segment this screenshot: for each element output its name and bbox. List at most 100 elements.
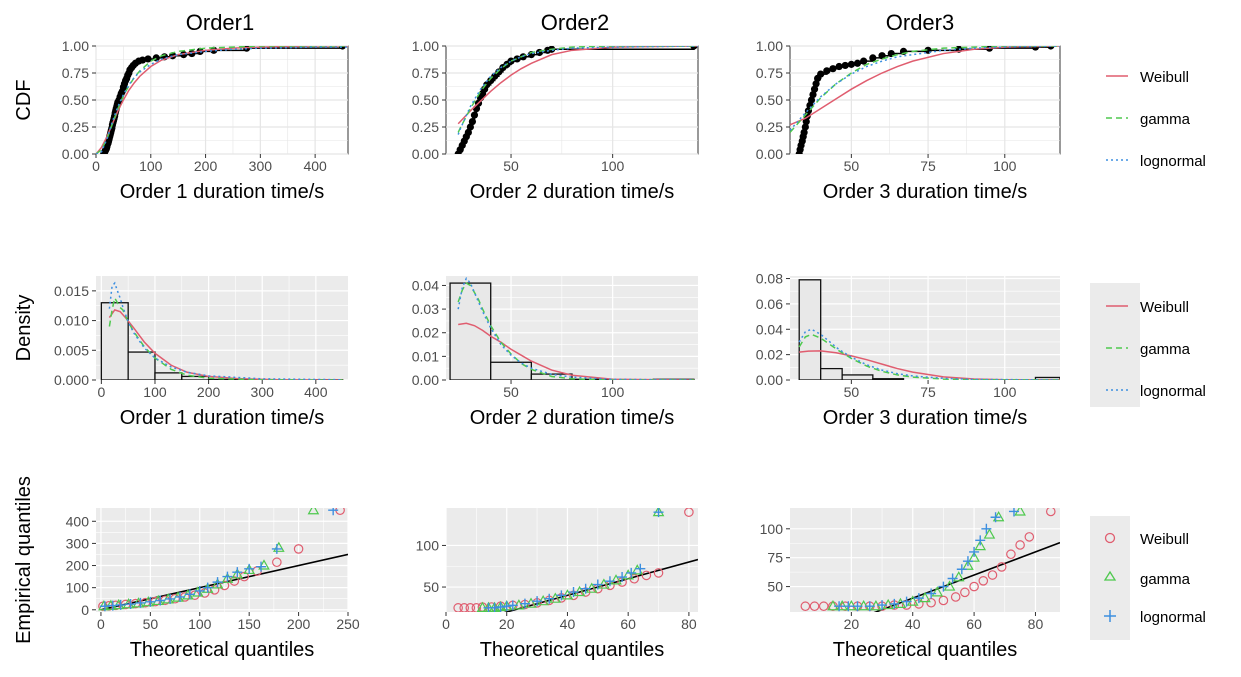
x-axis-label: Order 1 duration time/s xyxy=(120,407,325,429)
qq-point-lognormal xyxy=(495,602,506,612)
qq-point-lognormal xyxy=(580,583,591,594)
plot-area xyxy=(454,46,698,154)
empirical-cdf-point xyxy=(878,52,886,60)
y-tick-label: 50 xyxy=(767,579,783,595)
qq-point-lognormal xyxy=(834,601,845,612)
x-tick-label: 60 xyxy=(620,616,636,632)
histogram-bar xyxy=(490,361,533,380)
empirical-cdf-point xyxy=(801,123,809,131)
x-tick-label: 40 xyxy=(560,616,576,632)
qq-point-lognormal xyxy=(913,593,924,604)
qq-point-weibull xyxy=(800,601,811,612)
qq-point-weibull xyxy=(453,603,463,612)
qq-point-weibull xyxy=(969,581,979,592)
y-axis-label: Empirical quantiles xyxy=(13,476,35,644)
y-tick-label: 0.75 xyxy=(756,65,783,81)
qq-point-lognormal xyxy=(328,508,339,516)
qq-point-gamma xyxy=(549,592,562,603)
qq-point-lognormal xyxy=(617,572,628,583)
x-tick-label: 75 xyxy=(920,384,936,400)
legend-label-weibull: Weibull xyxy=(1140,69,1189,86)
qq-point-gamma xyxy=(221,572,234,583)
qq-point-lognormal xyxy=(501,601,512,612)
plot-area xyxy=(798,279,1060,380)
qq-point-weibull xyxy=(459,603,470,612)
x-axis-label: Order 2 duration time/s xyxy=(470,407,675,429)
qq-point-weibull xyxy=(653,568,664,578)
empirical-cdf-point xyxy=(810,85,819,93)
x-axis-label: Order 3 duration time/s xyxy=(823,407,1028,429)
qq-point-gamma xyxy=(827,600,839,611)
empirical-cdf-point xyxy=(829,65,837,73)
fit-line-weibull xyxy=(790,46,1060,126)
qq-point-weibull xyxy=(978,575,989,586)
qq-point-gamma xyxy=(231,568,244,579)
x-axis-label: Order 2 duration time/s xyxy=(470,181,675,203)
qq-point-lognormal xyxy=(626,567,637,578)
qq-point-weibull xyxy=(926,597,936,608)
fit-line-lognormal xyxy=(798,328,1060,380)
empirical-cdf-point xyxy=(466,123,474,131)
qq-point-weibull xyxy=(229,576,240,586)
qq-point-weibull xyxy=(938,595,949,606)
qq-point-gamma xyxy=(952,571,965,582)
empirical-cdf-point xyxy=(835,62,843,71)
qq-point-gamma xyxy=(476,601,489,612)
empirical-cdf-point xyxy=(853,59,862,67)
legend-label-lognormal: lognormal xyxy=(1140,609,1206,626)
y-tick-label: 0.00 xyxy=(62,146,89,162)
qq-point-lognormal xyxy=(852,601,863,612)
fit-line-weibull xyxy=(799,350,1060,380)
qq-point-weibull xyxy=(1006,549,1016,560)
chart-panel-qq-2: 0 20 40 60 80 50 100 Theoretical quantiles xyxy=(416,508,698,661)
y-tick-label: 0.25 xyxy=(412,119,439,135)
qq-point-weibull xyxy=(465,603,476,612)
empirical-cdf-point xyxy=(817,70,825,78)
x-tick-label: 400 xyxy=(304,384,328,400)
empirical-cdf-point xyxy=(138,56,147,64)
y-tick-label: 0 xyxy=(81,602,89,618)
y-tick-label: 0.00 xyxy=(412,146,439,162)
histogram-bar xyxy=(820,367,843,380)
qq-point-weibull xyxy=(1045,508,1056,517)
plot-area xyxy=(449,276,695,380)
y-tick-label: 0.25 xyxy=(62,119,89,135)
legend-label-lognormal: lognormal xyxy=(1140,383,1206,400)
qq-point-weibull xyxy=(960,587,970,598)
legend-label-gamma: gamma xyxy=(1140,111,1191,128)
y-tick-label: 0.00 xyxy=(756,146,783,162)
x-axis-label: Order 3 duration time/s xyxy=(823,181,1028,203)
fit-line-gamma xyxy=(798,333,1060,380)
qq-point-lognormal xyxy=(544,593,555,604)
y-tick-label: 0.02 xyxy=(756,347,783,363)
qq-point-lognormal xyxy=(222,571,233,582)
qq-point-lognormal xyxy=(194,585,205,596)
y-tick-label: 100 xyxy=(66,580,90,596)
y-axis-label: CDF xyxy=(13,79,35,120)
qq-point-lognormal xyxy=(635,563,646,574)
qq-point-lognormal xyxy=(969,546,980,557)
chart-panel-density-2: 50 100 0.00 0.01 0.02 0.03 0.04 Order 2 duratio… xyxy=(412,276,698,429)
y-tick-label: 0.75 xyxy=(62,65,89,81)
fit-line-lognormal xyxy=(457,276,694,380)
y-tick-label: 0.50 xyxy=(62,92,89,108)
fit-line-lognormal xyxy=(457,46,698,135)
histogram-bar xyxy=(872,378,905,380)
x-tick-label: 100 xyxy=(188,616,212,632)
qq-reference-line xyxy=(503,558,698,612)
empirical-cdf-point xyxy=(802,118,810,126)
empirical-cdf-point xyxy=(823,67,831,75)
legend-density: Weibull gamma lognormal xyxy=(1090,283,1206,407)
fit-line-gamma xyxy=(790,46,1060,133)
x-axis-label: Theoretical quantiles xyxy=(480,639,665,661)
x-tick-label: 300 xyxy=(251,384,275,400)
plot-area xyxy=(453,508,698,612)
x-tick-label: 50 xyxy=(503,384,519,400)
qq-point-gamma xyxy=(931,586,944,597)
legend-label-gamma: gamma xyxy=(1140,341,1191,358)
qq-point-lognormal xyxy=(489,602,500,612)
title-order3: Order3 xyxy=(886,10,954,35)
y-tick-label: 0.02 xyxy=(412,325,439,341)
y-axis-label: Density xyxy=(13,295,35,362)
